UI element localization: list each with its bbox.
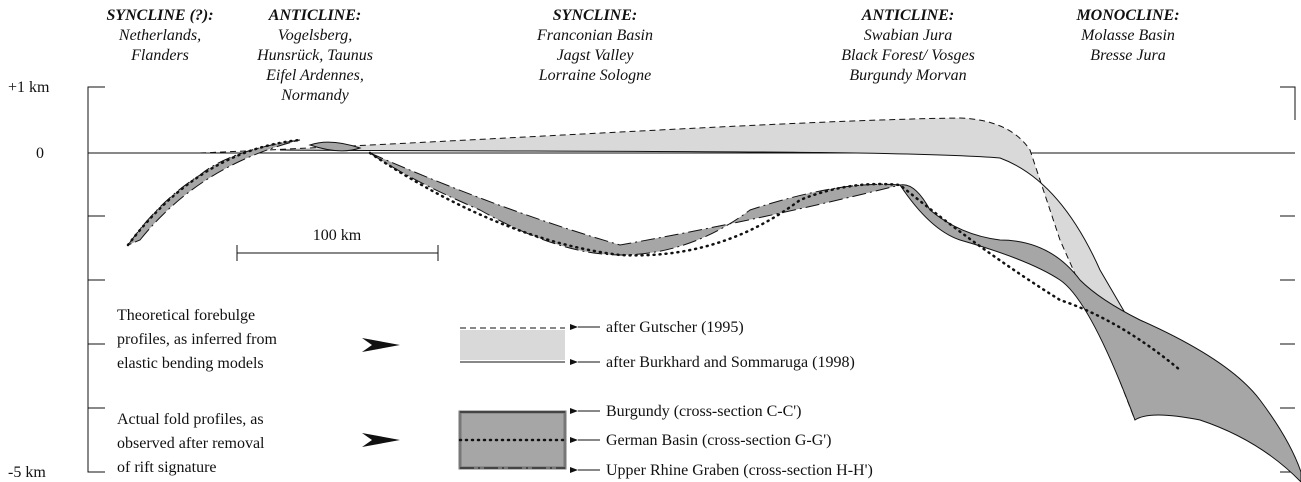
legend: Theoretical forebulge profiles, as infer…: [117, 307, 873, 479]
header-line: Normandy: [280, 87, 349, 104]
axis-label: 0: [36, 145, 44, 162]
profiles: [126, 117, 1301, 482]
scale-label: 100 km: [313, 227, 362, 244]
header-title: SYNCLINE (?):: [106, 7, 213, 24]
legend-description: profiles, as inferred from: [117, 331, 277, 348]
header-line: Netherlands,: [118, 27, 201, 44]
header-title: ANTICLINE:: [268, 7, 361, 24]
header-line: Flanders: [130, 47, 189, 64]
axis-label: +1 km: [8, 79, 50, 96]
right-axis: [1280, 86, 1296, 120]
header-line: Franconian Basin: [536, 27, 653, 44]
header-line: Bresse Jura: [1090, 47, 1165, 64]
legend-swatch: [460, 330, 565, 360]
gutscher-line: [199, 117, 1136, 421]
fold-area: [899, 184, 1301, 482]
legend-description: of rift signature: [117, 459, 217, 476]
header-line: Burgundy Morvan: [849, 67, 966, 84]
header-line: Molasse Basin: [1080, 27, 1175, 44]
legend-description: Actual fold profiles, as: [117, 411, 264, 428]
legend-item: after Burkhard and Sommaruga (1998): [606, 354, 855, 371]
header-title: SYNCLINE:: [553, 7, 637, 24]
headers: SYNCLINE (?): Netherlands, Flanders ANTI…: [106, 7, 1179, 104]
fold-area: [369, 152, 901, 256]
axes: [87, 86, 1296, 473]
forebulge-area: [200, 118, 1135, 420]
fold-area: [308, 141, 362, 152]
legend-item: Burgundy (cross-section C-C'): [606, 403, 801, 420]
header-line: Hunsrück, Taunus: [256, 47, 373, 64]
burkhard-line: [279, 149, 1136, 331]
header-title: MONOCLINE:: [1075, 7, 1179, 24]
legend-description: Theoretical forebulge: [117, 307, 255, 324]
scale-bar-ends: [236, 245, 439, 261]
header-line: Black Forest/ Vosges: [841, 47, 975, 64]
legend-description: observed after removal: [117, 435, 265, 452]
axis-label: -5 km: [8, 464, 46, 481]
legend-item: German Basin (cross-section G-G'): [606, 432, 831, 449]
german-basin-line: [126, 138, 1182, 372]
header-line: Jagst Valley: [557, 47, 635, 64]
legend-item: Upper Rhine Graben (cross-section H-H'): [606, 462, 873, 479]
ticks: [88, 215, 1295, 473]
header-line: Eifel Ardennes,: [265, 67, 364, 84]
legend-arrow: [362, 433, 400, 447]
legend-description: elastic bending models: [117, 355, 264, 372]
fold-area: [126, 139, 301, 247]
header-line: Vogelsberg,: [278, 27, 353, 44]
header-line: Swabian Jura: [864, 27, 952, 44]
legend-arrow: [362, 338, 400, 352]
header-line: Lorraine Sologne: [538, 67, 651, 84]
legend-swatch: [458, 410, 567, 470]
legend-item: after Gutscher (1995): [606, 319, 744, 336]
header-title: ANTICLINE:: [861, 7, 954, 24]
